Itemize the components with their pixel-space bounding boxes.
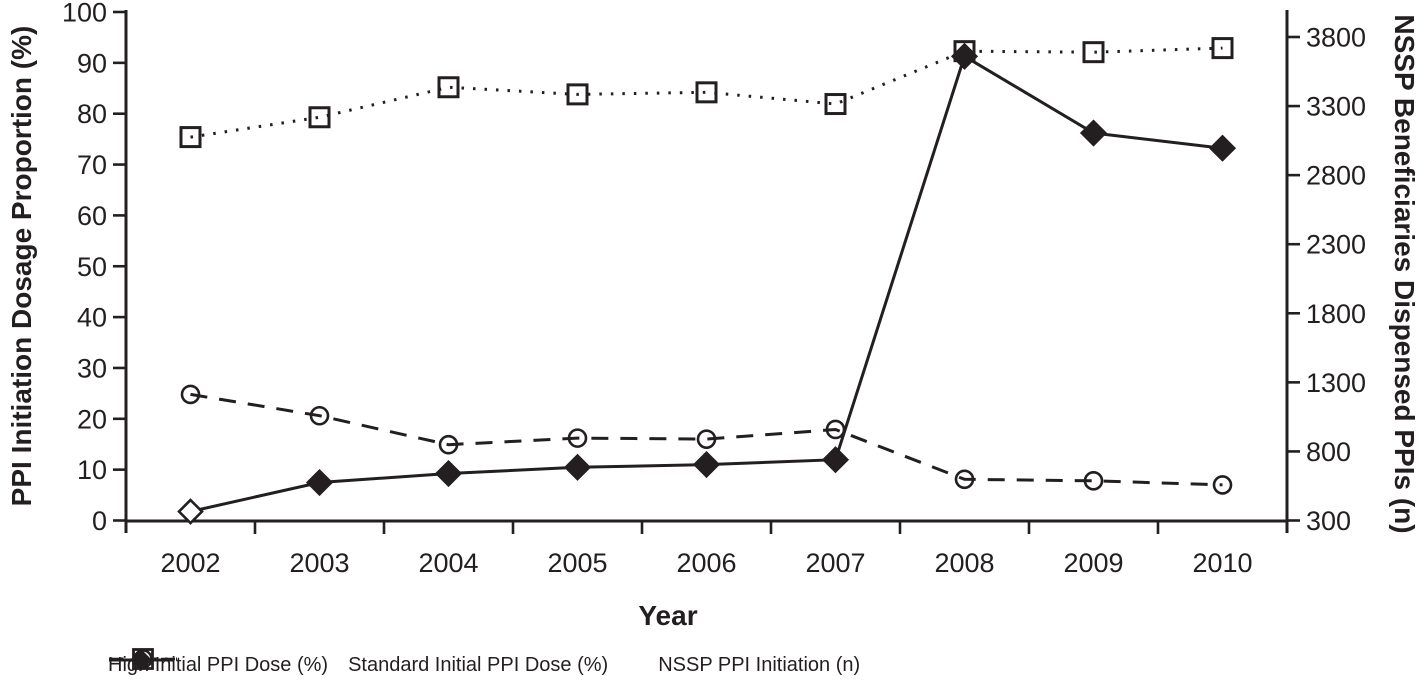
series-2-marker-2002 — [177, 498, 204, 525]
series-0-marker-2010 — [1212, 475, 1233, 495]
legend-label-nssp-initiation: NSSP PPI Initiation (n) — [658, 653, 861, 676]
y-axis-left-title: PPI Initiation Dosage Proportion (%) — [6, 25, 37, 507]
y-axis-left-tick-label: 10 — [77, 455, 107, 485]
series-1-marker-2009 — [1082, 41, 1105, 64]
x-axis-title: Year — [638, 600, 698, 631]
series-2-marker-2006 — [692, 450, 721, 479]
series-1-marker-2006 — [695, 81, 718, 104]
y-axis-left-tick-label: 100 — [62, 0, 107, 28]
x-axis-tick-label: 2008 — [934, 548, 994, 578]
y-axis-left-tick-label: 20 — [77, 404, 107, 434]
series-line-2 — [190, 54, 1223, 513]
series-1-marker-2002 — [179, 126, 202, 149]
series-0-marker-2006 — [696, 429, 717, 449]
y-axis-left-tick-label: 60 — [77, 201, 107, 231]
series-2-marker-2010 — [1208, 134, 1237, 162]
series-2-marker-2005 — [563, 453, 592, 481]
x-axis-tick-label: 2007 — [805, 548, 865, 578]
y-axis-left-tick-label: 40 — [77, 303, 107, 333]
y-axis-left-tick-label: 30 — [77, 353, 107, 383]
legend-item-nssp-initiation: NSSP PPI Initiation (n) — [109, 649, 861, 677]
series-0-marker-2008 — [954, 469, 975, 490]
x-axis-tick-label: 2009 — [1063, 548, 1123, 578]
x-axis-tick-label: 2005 — [547, 548, 607, 578]
y-axis-left-tick-label: 70 — [77, 150, 107, 180]
y-axis-right-tick-label: 1800 — [1306, 299, 1366, 329]
series-0-marker-2003 — [309, 405, 330, 426]
y-axis-right-tick-label: 2300 — [1306, 230, 1366, 260]
series-line-0 — [190, 392, 1223, 487]
y-axis-right-tick-label: 1300 — [1306, 368, 1366, 398]
x-axis-tick-label: 2002 — [160, 548, 220, 578]
series-0-marker-2002 — [180, 384, 201, 405]
series-line-1 — [190, 46, 1223, 139]
series-2-marker-2008 — [950, 42, 979, 70]
series-2-marker-2007 — [821, 446, 850, 474]
y-axis-right-tick-label: 300 — [1306, 506, 1351, 536]
legend: High Initial PPI Dose (%) Standard Initi… — [108, 646, 860, 684]
x-axis-tick-label: 2004 — [418, 548, 478, 578]
y-axis-right-tick-label: 3300 — [1306, 92, 1366, 122]
series-1-marker-2004 — [437, 76, 460, 99]
series-2-marker-2003 — [305, 468, 334, 497]
x-axis-tick-label: 2010 — [1192, 548, 1252, 578]
series-0-marker-2004 — [438, 434, 459, 455]
legend-label-standard-initial-dose: Standard Initial PPI Dose (%) — [348, 653, 609, 676]
series-2-marker-2009 — [1079, 119, 1108, 147]
y-axis-right-tick-label: 800 — [1306, 437, 1351, 467]
series-1-marker-2005 — [566, 83, 589, 106]
x-axis-tick-label: 2006 — [676, 548, 736, 578]
legend-item-standard-initial-dose: Standard Initial PPI Dose (%) — [110, 648, 609, 677]
series-1-marker-2003 — [308, 106, 331, 129]
series-1-marker-2010 — [1211, 37, 1234, 60]
x-axis-tick-label: 2003 — [289, 548, 349, 578]
y-axis-left-tick-label: 50 — [77, 252, 107, 282]
series-0-marker-2009 — [1083, 471, 1104, 491]
series-2-marker-2004 — [434, 459, 463, 488]
y-axis-right-title: NSSP Beneficiaries Dispensed PPIs (n) — [1389, 14, 1420, 534]
y-axis-right-tick-label: 3800 — [1306, 23, 1366, 53]
y-axis-right-tick-label: 2800 — [1306, 161, 1366, 191]
y-axis-left-tick-label: 0 — [92, 506, 107, 536]
y-axis-left-tick-label: 80 — [77, 99, 107, 129]
solid-line-filled-diamond-icon — [109, 649, 173, 671]
y-axis-left-tick-label: 90 — [77, 48, 107, 78]
series-0-marker-2005 — [567, 428, 588, 448]
series-1-marker-2007 — [824, 93, 847, 116]
